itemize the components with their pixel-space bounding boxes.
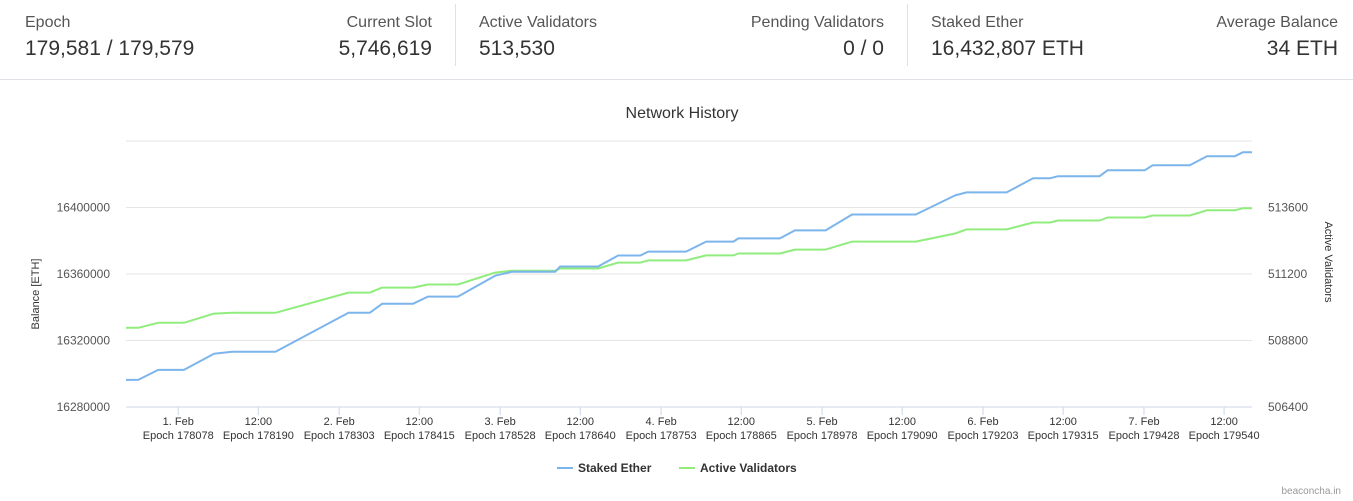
x-tick-epoch-label: Epoch 178415 bbox=[384, 430, 455, 442]
x-tick-label: 6. Feb bbox=[967, 416, 998, 428]
stat-value: 34 ETH bbox=[1266, 37, 1338, 60]
x-tick-label: 12:00 bbox=[888, 416, 916, 428]
x-tick-label: 12:00 bbox=[566, 416, 594, 428]
x-tick-label: 7. Feb bbox=[1128, 416, 1159, 428]
y-right-axis-title: Active Validators bbox=[1322, 221, 1334, 303]
x-tick-epoch-label: Epoch 179428 bbox=[1109, 430, 1180, 442]
x-tick-label: 12:00 bbox=[727, 416, 755, 428]
x-tick-label: 12:00 bbox=[1210, 416, 1238, 428]
stat-staked-ether: Staked Ether 16,432,807 ETH bbox=[931, 13, 1084, 63]
stat-value: 5,746,619 bbox=[338, 37, 432, 60]
x-tick-label: 12:00 bbox=[245, 416, 273, 428]
series-line-staked-ether bbox=[126, 151, 1252, 381]
legend-item-staked-ether[interactable]: Staked Ether bbox=[578, 461, 652, 475]
x-tick-label: 4. Feb bbox=[646, 416, 677, 428]
credit-link[interactable]: beaconcha.in bbox=[1281, 486, 1342, 497]
stat-value: 16,432,807 ETH bbox=[931, 37, 1084, 60]
y-axis-title: Balance [ETH] bbox=[30, 259, 42, 330]
x-tick-epoch-label: Epoch 178528 bbox=[465, 430, 536, 442]
x-tick-epoch-label: Epoch 179540 bbox=[1189, 430, 1260, 442]
stat-average-balance: Average Balance 34 ETH bbox=[1216, 13, 1338, 63]
x-tick-epoch-label: Epoch 178303 bbox=[304, 430, 375, 442]
stat-label: Epoch bbox=[25, 14, 71, 31]
x-tick-label: 3. Feb bbox=[485, 416, 516, 428]
x-tick-epoch-label: Epoch 178640 bbox=[545, 430, 616, 442]
x-tick-epoch-label: Epoch 179203 bbox=[948, 430, 1019, 442]
stat-value: 0 / 0 bbox=[843, 37, 884, 60]
stat-label: Average Balance bbox=[1216, 14, 1338, 31]
stat-label: Pending Validators bbox=[750, 14, 884, 31]
y-right-tick-label: 508800 bbox=[1268, 334, 1308, 348]
stat-pending-validators: Pending Validators 0 / 0 bbox=[751, 13, 884, 63]
x-tick-epoch-label: Epoch 178865 bbox=[706, 430, 777, 442]
divider bbox=[455, 4, 456, 66]
legend-item-active-validators[interactable]: Active Validators bbox=[700, 461, 797, 475]
stat-value: 513,530 bbox=[479, 37, 555, 60]
stat-label: Active Validators bbox=[479, 14, 597, 31]
x-tick-label: 2. Feb bbox=[324, 416, 355, 428]
x-tick-label: 5. Feb bbox=[806, 416, 837, 428]
stats-header: Epoch 179,581 / 179,579 Current Slot 5,7… bbox=[0, 0, 1353, 80]
y-tick-label: 16400000 bbox=[57, 201, 111, 215]
x-tick-epoch-label: Epoch 179090 bbox=[867, 430, 938, 442]
network-history-chart: Network History 16280000 16320000 16360000 1… bbox=[30, 105, 1334, 475]
y-tick-label: 16280000 bbox=[57, 400, 111, 414]
x-tick-epoch-label: Epoch 179315 bbox=[1028, 430, 1099, 442]
stat-label: Current Slot bbox=[346, 14, 432, 31]
x-tick-label: 12:00 bbox=[1049, 416, 1077, 428]
y-tick-label: 16360000 bbox=[57, 267, 111, 281]
x-tick-epoch-label: Epoch 178190 bbox=[223, 430, 294, 442]
y-right-tick-label: 513600 bbox=[1268, 201, 1308, 215]
y-right-tick-label: 511200 bbox=[1268, 267, 1307, 281]
stat-current-slot: Current Slot 5,746,619 bbox=[339, 13, 432, 63]
divider bbox=[907, 4, 908, 66]
stat-label: Staked Ether bbox=[931, 14, 1024, 31]
y-tick-label: 16320000 bbox=[57, 334, 111, 348]
chart-title: Network History bbox=[626, 105, 739, 122]
x-tick-epoch-label: Epoch 178978 bbox=[787, 430, 858, 442]
y-right-tick-label: 506400 bbox=[1268, 400, 1308, 414]
x-tick-epoch-label: Epoch 178078 bbox=[143, 430, 214, 442]
stat-active-validators: Active Validators 513,530 bbox=[479, 13, 597, 63]
x-tick-label: 1. Feb bbox=[163, 416, 194, 428]
x-tick-epoch-label: Epoch 178753 bbox=[626, 430, 697, 442]
series-line-active-validators bbox=[126, 207, 1252, 329]
stat-value: 179,581 / 179,579 bbox=[25, 37, 195, 60]
stat-epoch: Epoch 179,581 / 179,579 bbox=[25, 13, 194, 63]
x-tick-label: 12:00 bbox=[406, 416, 434, 428]
